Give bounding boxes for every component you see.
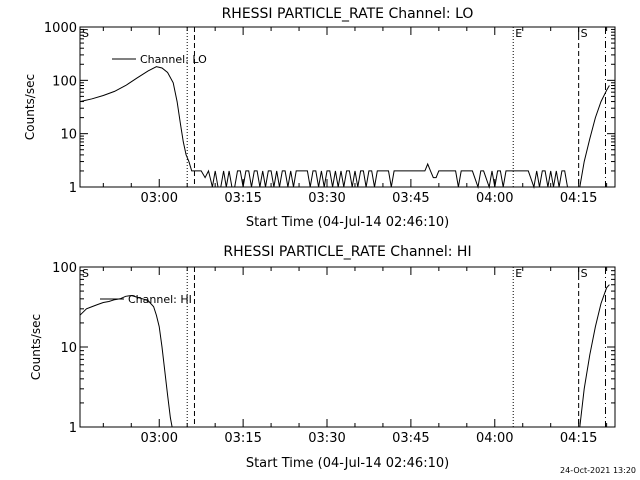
lo-channel-panel: RHESSI PARTICLE_RATE Channel: LO Counts/s… [23,6,616,230]
panel0-series-line-lo-0 [79,66,574,189]
panel0-plot-frame [79,26,616,188]
panel0-x-tick-label: 03:00 [141,191,178,206]
panel0-event-marker-label: S [82,27,89,40]
panel1-y-tick-label: 10 [60,341,77,356]
panel0-x-tick-label: 04:15 [560,191,597,206]
panel0-series-line-lo-1 [579,85,610,188]
hi-channel-panel: RHESSI PARTICLE_RATE Channel: HI Counts/s… [29,244,616,471]
panel1-x-tick-label: 04:15 [560,431,597,446]
panel0-x-tick-label: 03:30 [308,191,345,206]
panel1-y-axis-label: Counts/sec [29,314,43,380]
panel1-y-tick-label: 1 [69,421,77,436]
panel1-series-line-hi-1 [579,284,610,428]
panel1-legend-label: Channel: HI [128,293,192,306]
panel1-x-tick-label: 03:45 [392,431,429,446]
panel1-x-tick-label: 03:15 [224,431,261,446]
panel1-series-line-hi-0 [79,294,173,428]
panel0-y-axis-label: Counts/sec [23,74,37,140]
panel1-chart-title: RHESSI PARTICLE_RATE Channel: HI [223,244,471,260]
panel0-y-tick-label: 100 [52,74,77,89]
panel1-x-axis-label: Start Time (04-Jul-14 02:46:10) [246,456,449,471]
panel0-x-tick-label: 03:45 [392,191,429,206]
panel0-y-tick-label: 1 [69,181,77,196]
panel0-y-tick-label: 1000 [44,21,77,36]
panel0-legend-label: Channel: LO [140,53,207,66]
panel1-x-tick-label: 04:00 [476,431,513,446]
panel0-x-tick-label: 03:15 [224,191,261,206]
panel1-x-tick-label: 03:00 [141,431,178,446]
panel1-plot-frame [79,266,616,428]
panel0-event-marker-label: S [581,27,588,40]
panel1-event-marker-label: S [82,267,89,280]
panel1-x-tick-label: 03:30 [308,431,345,446]
footer-timestamp: 24-Oct-2021 13:20 [560,466,636,475]
panel1-event-marker-label: S [581,267,588,280]
panel0-x-tick-label: 04:00 [476,191,513,206]
panel0-chart-title: RHESSI PARTICLE_RATE Channel: LO [222,6,474,22]
panel1-y-tick-label: 100 [52,261,77,276]
panel0-y-tick-label: 10 [60,128,77,143]
panel0-x-axis-label: Start Time (04-Jul-14 02:46:10) [246,215,449,230]
panel1-event-marker-label: E [515,267,522,280]
panel0-event-marker-label: E [515,27,522,40]
